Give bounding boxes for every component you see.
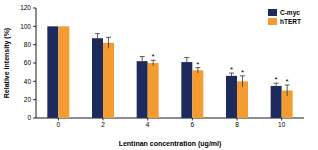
x-tick-label: 0	[57, 121, 61, 128]
x-tick-label: 6	[191, 121, 195, 128]
legend-swatch	[268, 18, 277, 25]
bar	[58, 26, 69, 118]
legend-label: hTERT	[280, 18, 301, 25]
error-bar	[140, 57, 145, 66]
bar	[192, 70, 203, 118]
significance-mark: *	[196, 60, 199, 69]
error-bar	[240, 76, 245, 87]
x-axis-title: Lentinan concentration (ug/ml)	[119, 140, 222, 148]
y-tick-label: 60	[24, 59, 32, 66]
error-bar	[106, 37, 111, 48]
y-tick-label: 80	[24, 41, 32, 48]
significance-mark: *	[230, 65, 233, 74]
x-tick-label: 10	[278, 121, 286, 128]
y-axis-title: Relative intensity (%)	[3, 28, 11, 98]
legend-swatch	[268, 9, 277, 16]
y-tick-label: 100	[20, 23, 31, 30]
bar	[226, 76, 237, 118]
bar	[148, 63, 159, 118]
significance-mark: *	[286, 77, 289, 86]
error-bar	[95, 34, 100, 43]
bars	[47, 26, 292, 118]
significance-mark: *	[241, 68, 244, 77]
significance-mark: *	[275, 75, 278, 84]
bar	[271, 86, 282, 118]
x-tick-label: 8	[235, 121, 239, 128]
bar	[137, 61, 148, 118]
x-axis	[36, 118, 304, 119]
x-tick-label: 4	[146, 121, 150, 128]
bar	[92, 38, 103, 118]
chart-root: 0 20 40 60 80 100 120 0 2 4 6 8 10 * * * * * * C-mychTERT Le…	[0, 0, 318, 150]
x-tick-label: 2	[101, 121, 105, 128]
bar	[181, 62, 192, 118]
significance-mark: *	[152, 52, 155, 61]
bar	[103, 43, 114, 118]
legend-label: C-myc	[280, 9, 300, 17]
error-bar	[184, 58, 189, 67]
chart: 0 20 40 60 80 100 120 0 2 4 6 8 10 * * * * * * C-mychTERT Le…	[0, 0, 318, 150]
y-tick-label: 0	[27, 114, 31, 121]
y-tick-label: 20	[24, 96, 32, 103]
y-tick-label: 120	[20, 4, 31, 11]
bar	[47, 26, 58, 118]
y-axis	[36, 8, 37, 118]
y-tick-label: 40	[24, 78, 32, 85]
error-bar	[285, 85, 290, 96]
